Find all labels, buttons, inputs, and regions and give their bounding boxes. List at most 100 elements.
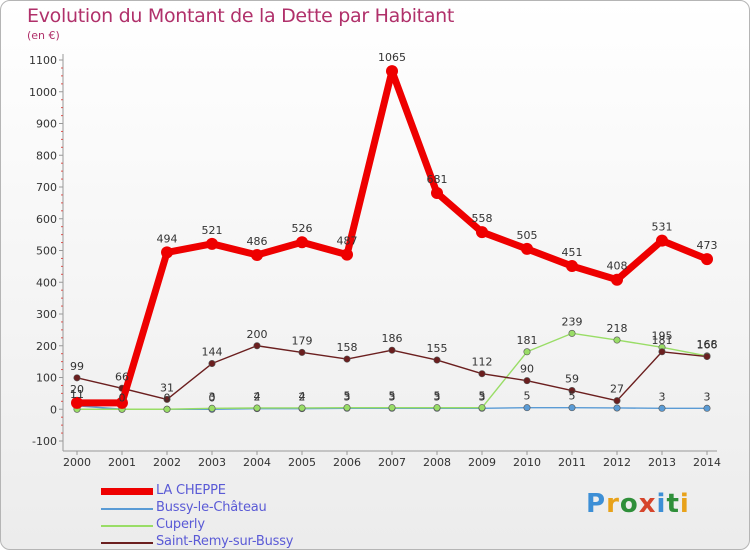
data-label-2: 5	[479, 390, 486, 403]
series-point-3	[658, 348, 666, 356]
data-label-0: 20	[70, 383, 84, 396]
series-point-2	[568, 329, 576, 337]
x-tick-label: 2003	[198, 456, 226, 469]
data-label-0: 487	[337, 235, 358, 248]
series-point-0	[431, 187, 443, 200]
series-point-1	[568, 404, 576, 412]
data-label-0: 494	[157, 232, 178, 245]
data-label-1: 2	[254, 391, 261, 404]
series-point-2	[523, 348, 531, 356]
series-point-3	[208, 360, 216, 368]
data-labels: 2049452148652648710656815585054514085314…	[70, 51, 718, 404]
series-point-0	[206, 237, 218, 250]
x-tick-label: 2007	[378, 456, 406, 469]
data-label-3: 99	[70, 360, 84, 373]
series-point-3	[298, 348, 306, 356]
series-point-2	[253, 404, 261, 412]
data-label-3: 166	[697, 339, 718, 352]
logo-letter: i	[679, 489, 690, 519]
data-label-0: 473	[697, 239, 718, 252]
series-point-2	[613, 336, 621, 344]
proxiti-logo[interactable]: Proxiti	[586, 489, 690, 519]
series-point-0	[116, 396, 128, 409]
data-label-2: 5	[434, 390, 441, 403]
logo-letter: o	[619, 489, 639, 519]
data-label-1: 0	[164, 391, 171, 404]
x-tick-label: 2006	[333, 456, 361, 469]
series-point-3	[253, 342, 261, 350]
x-tick-label: 2013	[648, 456, 676, 469]
data-label-3: 186	[382, 332, 403, 345]
data-label-3: 66	[115, 370, 129, 383]
series-point-3	[163, 395, 171, 403]
series-point-1	[523, 404, 531, 412]
data-label-3: 155	[427, 342, 448, 355]
y-tick-label: 900	[36, 118, 57, 131]
data-label-0: 558	[472, 212, 493, 225]
legend-label-0: LA CHEPPE	[156, 483, 226, 498]
series-point-0	[296, 236, 308, 249]
x-tick-label: 2009	[468, 456, 496, 469]
data-label-2: 181	[517, 334, 538, 347]
x-tick-label: 2012	[603, 456, 631, 469]
data-label-1: 11	[70, 388, 84, 401]
data-label-0: 526	[292, 222, 313, 235]
data-label-0: 1065	[378, 51, 406, 64]
x-tick-label: 2010	[513, 456, 541, 469]
data-label-1: 0	[209, 391, 216, 404]
legend-swatch-3	[101, 542, 153, 544]
legend-swatch-0	[101, 488, 153, 495]
x-tick-label: 2011	[558, 456, 586, 469]
x-tick-label: 2004	[243, 456, 271, 469]
series-point-2	[433, 404, 441, 412]
y-tick-label: 700	[36, 181, 57, 194]
series-layer	[71, 65, 713, 413]
series-point-3	[703, 353, 711, 361]
data-label-1: 3	[479, 390, 486, 403]
data-label-0: 521	[202, 224, 223, 237]
logo-letter: x	[638, 489, 657, 519]
series-point-3	[343, 355, 351, 363]
data-label-2: 5	[344, 390, 351, 403]
logo-letter: t	[666, 489, 680, 519]
y-tick-label: 100	[36, 372, 57, 385]
data-label-3: 112	[472, 356, 493, 369]
series-point-2	[208, 404, 216, 412]
series-point-0	[386, 65, 398, 78]
y-tick-label: 600	[36, 213, 57, 226]
data-label-1: 5	[569, 390, 576, 403]
series-point-0	[566, 260, 578, 273]
y-tick-label: 400	[36, 276, 57, 289]
series-point-2	[163, 405, 171, 413]
data-label-2: 195	[652, 329, 673, 342]
data-label-1: 3	[389, 390, 396, 403]
data-label-3: 144	[202, 346, 223, 359]
data-label-0: 505	[517, 229, 538, 242]
logo-letter: i	[656, 489, 667, 519]
data-label-1: 3	[434, 390, 441, 403]
data-label-0: 531	[652, 221, 673, 234]
data-label-2: 4	[254, 390, 261, 403]
series-point-1	[703, 404, 711, 412]
data-label-0: 451	[562, 246, 583, 259]
legend-label-1: Bussy-le-Château	[156, 500, 267, 515]
data-label-2: 5	[389, 390, 396, 403]
data-label-3: 90	[520, 363, 534, 376]
x-tick-label: 2001	[108, 456, 136, 469]
legend-swatch-1	[101, 508, 153, 510]
data-label-2: 168	[697, 338, 718, 351]
data-label-3: 181	[652, 334, 673, 347]
y-tick-label: 1000	[29, 86, 57, 99]
data-label-1: 5	[524, 390, 531, 403]
y-tick-label: 300	[36, 308, 57, 321]
data-label-3: 179	[292, 334, 313, 347]
data-label-2: 4	[299, 390, 306, 403]
y-tick-label: 800	[36, 149, 57, 162]
series-point-3	[388, 346, 396, 354]
y-tick-label: 200	[36, 340, 57, 353]
data-label-1: 3	[659, 390, 666, 403]
series-point-0	[521, 242, 533, 255]
data-label-3: 27	[610, 383, 624, 396]
